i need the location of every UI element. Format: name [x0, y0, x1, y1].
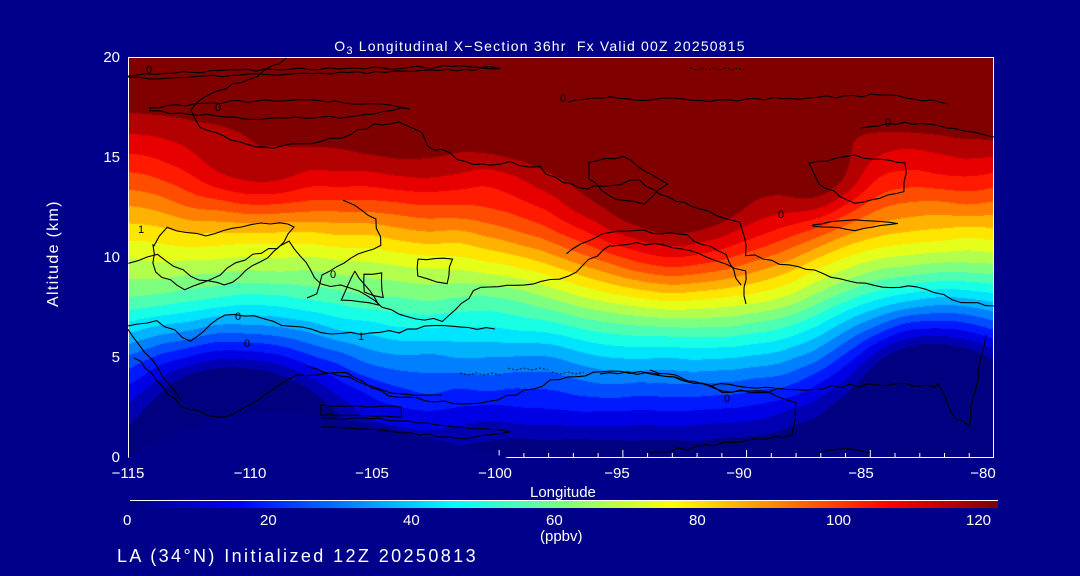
svg-text:10: 10 [95, 188, 107, 200]
svg-text:0: 0 [885, 117, 891, 129]
svg-text:0: 0 [724, 393, 730, 405]
svg-text:0: 0 [244, 338, 250, 350]
svg-text:0: 0 [560, 93, 566, 105]
svg-text:1: 1 [358, 331, 364, 343]
svg-text:0: 0 [330, 269, 336, 281]
svg-text:0: 0 [235, 311, 241, 323]
svg-text:0: 0 [146, 64, 152, 76]
svg-text:0: 0 [215, 102, 221, 114]
svg-text:1: 1 [138, 224, 144, 236]
svg-text:0: 0 [778, 209, 784, 221]
